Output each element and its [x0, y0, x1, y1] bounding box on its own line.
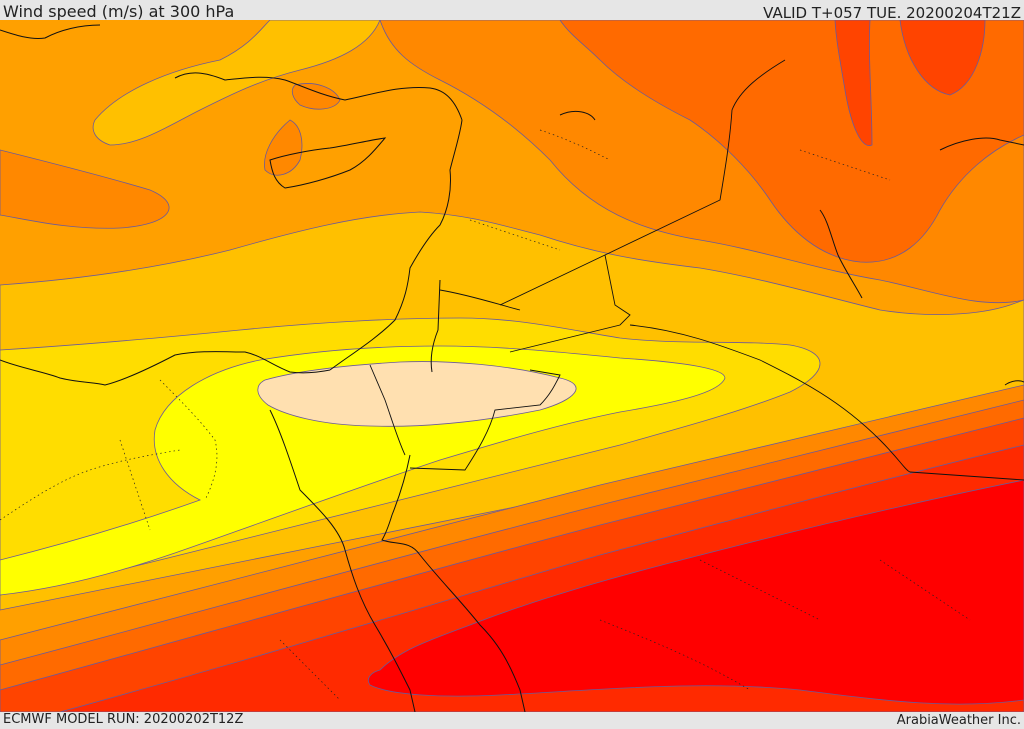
band-mid-high-turkey [291, 83, 341, 110]
footer-bar: ECMWF MODEL RUN: 20200202T12Z ArabiaWeat… [0, 712, 1024, 729]
internal-boundaries [0, 129, 971, 701]
map-title: Wind speed (m/s) at 300 hPa [3, 2, 235, 21]
wind-speed-map [0, 20, 1024, 712]
band-mid-low-north [92, 20, 381, 146]
wind-speed-map-svg [0, 20, 1024, 712]
valid-time: VALID T+057 TUE. 20200204T21Z [763, 4, 1021, 22]
band-very-high-north [834, 20, 873, 146]
band-very-high-ne [899, 20, 986, 96]
borders [369, 59, 1024, 481]
band-jet-core [367, 479, 1024, 705]
model-run-label: ECMWF MODEL RUN: 20200202T12Z [3, 712, 244, 727]
band-mid-high-cyprus [264, 119, 303, 176]
band-high-north [559, 20, 1024, 263]
band-mid-high-west [0, 149, 170, 229]
credit-label: ArabiaWeather Inc. [896, 713, 1021, 728]
title-bar: Wind speed (m/s) at 300 hPa VALID T+057 … [0, 0, 1024, 22]
coastlines [0, 24, 1024, 712]
